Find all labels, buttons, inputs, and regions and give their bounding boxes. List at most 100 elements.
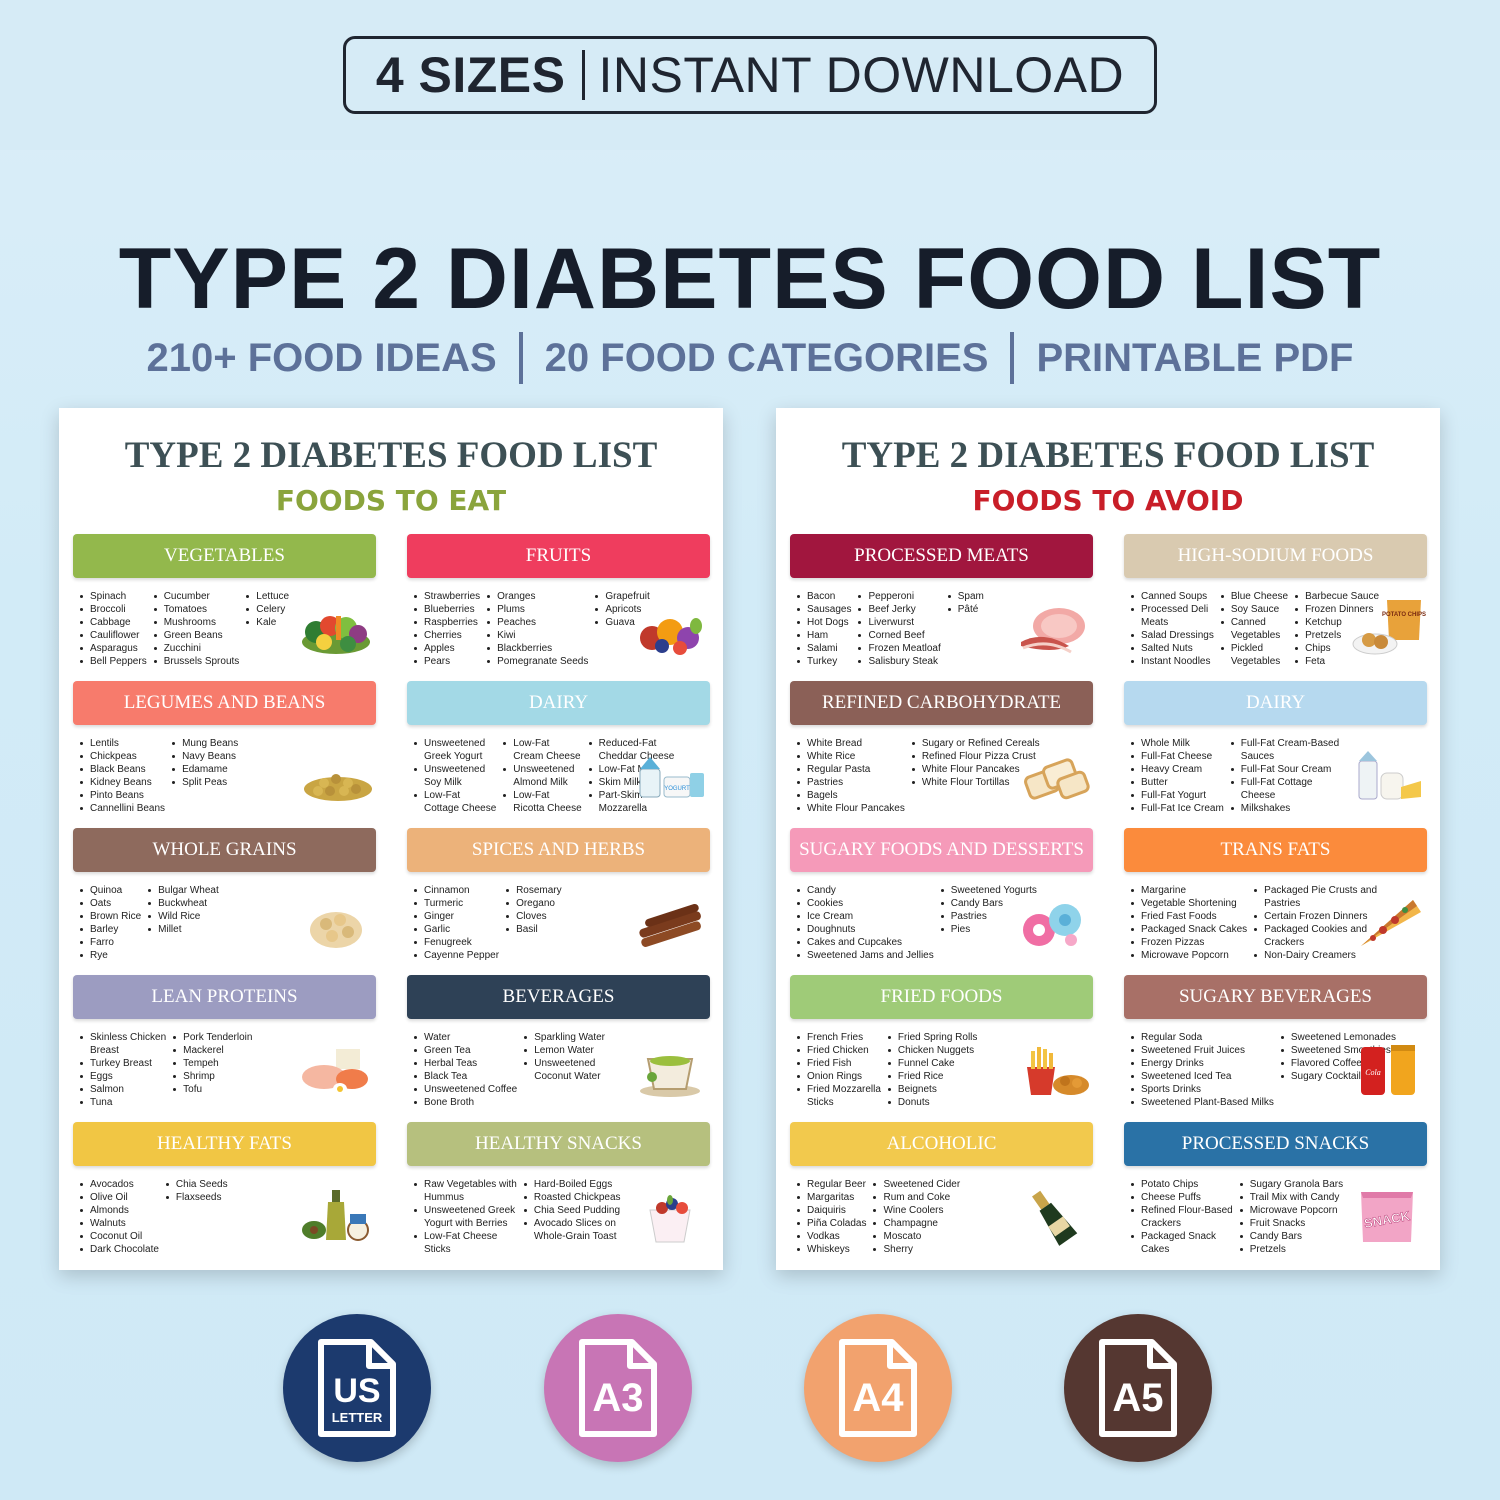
food-item: Microwave Popcorn xyxy=(1239,1204,1343,1217)
food-item: Tomatoes xyxy=(153,603,240,616)
food-item: Hot Dogs xyxy=(796,616,851,629)
food-item: Champagne xyxy=(872,1217,960,1230)
food-item: Full-Fat Sour Cream xyxy=(1230,763,1339,776)
food-item: Fried Rice xyxy=(887,1070,977,1083)
item-column: Packaged Pie Crusts and Pastries Certain F… xyxy=(1253,884,1377,962)
item-column: Spinach Broccoli Cabbage Cauliflower Asparag… xyxy=(79,590,147,668)
category-header: HEALTHY SNACKS xyxy=(407,1122,710,1166)
food-item: Sticks xyxy=(424,1244,451,1255)
category-fried-foods: FRIED FOODS French Fries Fried Chicken Frie… xyxy=(790,975,1093,1108)
food-item: Basil xyxy=(505,923,562,936)
food-item: Tofu xyxy=(172,1083,252,1096)
item-column: Candy Cookies Ice Cream Doughnuts Cakes and … xyxy=(796,884,934,962)
food-item: Regular Pasta xyxy=(796,763,905,776)
food-item: Navy Beans xyxy=(171,750,238,763)
food-item: Low-Fat xyxy=(502,737,581,750)
food-item: Instant Noodles xyxy=(1130,655,1214,668)
food-item: Zucchini xyxy=(153,642,240,655)
food-item: Rum and Coke xyxy=(872,1191,960,1204)
category-high-sodium-foods: HIGH-SODIUM FOODS Canned Soups Processed D… xyxy=(1124,534,1427,667)
category-items: Regular Beer Margaritas Daiquiris Piña Cola… xyxy=(790,1166,1093,1256)
food-item: Coconut Water xyxy=(534,1071,601,1082)
item-column: Bacon Sausages Hot Dogs Ham Salami Turkey xyxy=(796,590,851,668)
food-item: Low-Fat xyxy=(502,789,581,802)
soda-can-label: Cola xyxy=(1365,1068,1381,1077)
food-item: Bacon xyxy=(796,590,851,603)
category-items: Lentils Chickpeas Black Beans Kidney Beans P… xyxy=(73,725,376,815)
category-header: DAIRY xyxy=(407,681,710,725)
item-column: Full-Fat Cream-Based Sauces Full-Fat Sour … xyxy=(1230,737,1339,815)
food-item: Microwave Popcorn xyxy=(1130,949,1247,962)
category-header: PROCESSED SNACKS xyxy=(1124,1122,1427,1166)
yogurt-label: YOGURT xyxy=(664,786,690,792)
category-healthy-snacks: HEALTHY SNACKS Raw Vegetables with Hummus U… xyxy=(407,1122,710,1255)
item-column: Skinless Chicken Breast Turkey Breast Eggs S… xyxy=(79,1031,166,1109)
food-item: Spam xyxy=(947,590,984,603)
food-item: Grapefruit xyxy=(594,590,650,603)
legumes-illustration xyxy=(296,743,374,803)
food-item: Beignets xyxy=(887,1083,977,1096)
category-sugary-beverages: SUGARY BEVERAGES Regular Soda Sweetened Fr… xyxy=(1124,975,1427,1108)
food-item: Sparkling Water xyxy=(523,1031,605,1044)
food-item: Salted Nuts xyxy=(1130,642,1214,655)
category-items: Margarine Vegetable Shortening Fried Fast … xyxy=(1124,872,1427,962)
champagne-illustration xyxy=(1013,1184,1091,1246)
item-column: Canned Soups Processed Deli Meats Salad Dre… xyxy=(1130,590,1214,668)
food-item: Salami xyxy=(796,642,851,655)
item-column: Fried Spring Rolls Chicken Nuggets Funnel … xyxy=(887,1031,977,1109)
category-items: Strawberries Blueberries Raspberries Cherri… xyxy=(407,578,710,668)
food-item: Cucumber xyxy=(153,590,240,603)
spices-illustration xyxy=(630,890,708,950)
food-item: Buckwheat xyxy=(147,897,219,910)
category-alcoholic: ALCOHOLIC Regular Beer Margaritas Daiquiris… xyxy=(790,1122,1093,1255)
food-item: Margaritas xyxy=(796,1191,866,1204)
food-item: Refined Flour Pizza Crust xyxy=(911,750,1040,763)
food-item: Sweetened Cider xyxy=(872,1178,960,1191)
food-item: Lentils xyxy=(79,737,165,750)
category-vegetables: VEGETABLES Spinach Broccoli Cabbage Cauliflo… xyxy=(73,534,376,667)
item-column: Rosemary Oregano Cloves Basil xyxy=(505,884,562,962)
beverages-illustration xyxy=(630,1037,708,1097)
category-trans-fats: TRANS FATS Margarine Vegetable Shortening F… xyxy=(1124,828,1427,961)
item-column: Whole Milk Full-Fat Cheese Heavy Cream Butt… xyxy=(1130,737,1224,815)
food-item: Funnel Cake xyxy=(887,1057,977,1070)
food-item: Reduced-Fat xyxy=(588,737,675,750)
size-badge-a5: A5 xyxy=(1064,1314,1212,1462)
document-icon xyxy=(318,1339,396,1437)
food-item: Pinto Beans xyxy=(79,789,165,802)
item-column: Margarine Vegetable Shortening Fried Fast … xyxy=(1130,884,1247,962)
chips-bag-label: POTATO CHIPS xyxy=(1382,612,1426,618)
item-column: Sugary Granola Bars Trail Mix with Candy M… xyxy=(1239,1178,1343,1256)
food-item: Kidney Beans xyxy=(79,776,165,789)
food-item: Mackerel xyxy=(172,1044,252,1057)
food-item: Margarine xyxy=(1130,884,1247,897)
category-items: Whole Milk Full-Fat Cheese Heavy Cream Butt… xyxy=(1124,725,1427,815)
category-beverages: BEVERAGES Water Green Tea Herbal Teas Black … xyxy=(407,975,710,1108)
category-items: White Bread White Rice Regular Pasta Pastri… xyxy=(790,725,1093,815)
category-legumes-and-beans: LEGUMES AND BEANS Lentils Chickpeas Black B… xyxy=(73,681,376,814)
food-item: Strawberries xyxy=(413,590,480,603)
food-item: Green Beans xyxy=(153,629,240,642)
food-item: Split Peas xyxy=(171,776,238,789)
category-items: Water Green Tea Herbal Teas Black Tea Unswee… xyxy=(407,1019,710,1109)
foods-to-avoid-sheet: TYPE 2 DIABETES FOOD LIST FOODS TO AVOID… xyxy=(776,408,1440,1270)
food-item: Full-Fat Yogurt xyxy=(1130,789,1224,802)
category-items: Avocados Olive Oil Almonds Walnuts Coconut O… xyxy=(73,1166,376,1256)
food-item: Pickled xyxy=(1220,642,1288,655)
food-item: Non-Dairy Creamers xyxy=(1253,949,1377,962)
food-item: Black Beans xyxy=(79,763,165,776)
food-item: Asparagus xyxy=(79,642,147,655)
subtitle-divider xyxy=(1010,332,1015,384)
food-item: Cayenne Pepper xyxy=(413,949,499,962)
category-items: Quinoa Oats Brown Rice Barley Farro Rye Bulgar… xyxy=(73,872,376,962)
food-item: Green Tea xyxy=(413,1044,517,1057)
food-item: Unsweetened xyxy=(413,763,496,776)
food-item: White Flour Pancakes xyxy=(796,802,905,815)
category-fruits: FRUITS Strawberries Blueberries Raspberries… xyxy=(407,534,710,667)
item-column: White Bread White Rice Regular Pasta Pastri… xyxy=(796,737,905,815)
food-item: Unsweetened xyxy=(502,763,581,776)
food-item: Kiwi xyxy=(486,629,588,642)
food-item: Pretzels xyxy=(1294,629,1379,642)
sheet-subtitle: FOODS TO EAT xyxy=(275,484,507,517)
food-item: Flaxseeds xyxy=(165,1191,228,1204)
